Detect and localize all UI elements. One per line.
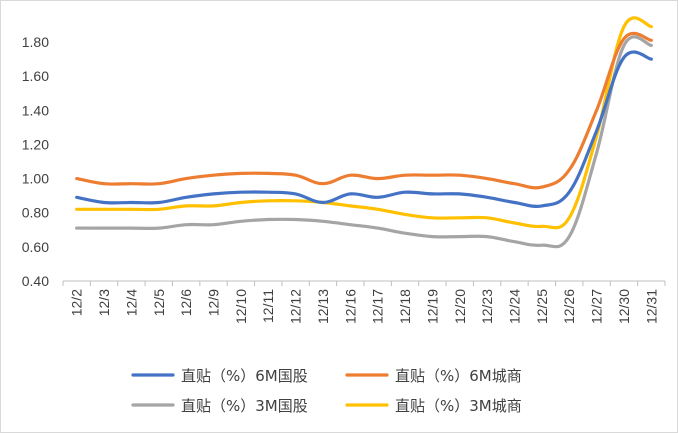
x-axis-ticks: 12/2 12/3 12/4 12/5 12/6 12/9 12/10 12/11 12/12 1… (69, 289, 660, 324)
legend-item: 直贴（%）3M城商 (345, 397, 522, 415)
x-tick-label: 12/25 (534, 289, 550, 324)
series-line-2 (75, 31, 653, 190)
y-tick-label: 1.40 (22, 102, 49, 118)
legend-item: 直贴（%）6M国股 (131, 367, 308, 385)
legend-item: 直贴（%）3M国股 (131, 397, 308, 415)
x-tick-label: 12/16 (342, 289, 358, 324)
x-tick-label: 12/26 (561, 289, 577, 324)
y-axis-ticks: 0.40 0.60 0.80 1.00 1.20 1.40 1.60 1.80 (22, 34, 49, 289)
x-tick-label: 12/27 (589, 289, 605, 324)
x-tick-label: 12/9 (206, 289, 222, 316)
legend-label: 直贴（%）3M国股 (181, 397, 308, 415)
x-tick-label: 12/11 (260, 289, 276, 323)
x-tick-label: 12/5 (151, 289, 167, 316)
series-lines (75, 16, 653, 249)
x-tick-label: 12/3 (96, 289, 112, 316)
x-tick-label: 12/23 (479, 289, 495, 324)
legend-label: 直贴（%）6M城商 (395, 367, 522, 385)
series-line-4 (75, 16, 653, 230)
x-tick-label: 12/17 (370, 289, 386, 324)
legend-label: 直贴（%）3M城商 (395, 397, 522, 415)
x-tick-label: 12/30 (616, 289, 632, 324)
x-tick-label: 12/18 (397, 289, 413, 324)
x-tick-label: 12/24 (507, 289, 523, 324)
x-tick-label: 12/31 (643, 289, 659, 324)
x-axis (62, 280, 666, 286)
legend-label: 直贴（%）6M国股 (181, 367, 308, 385)
x-tick-label: 12/19 (424, 289, 440, 324)
y-tick-label: 1.20 (22, 136, 49, 152)
y-tick-label: 0.60 (22, 239, 49, 255)
legend-item: 直贴（%）6M城商 (345, 367, 522, 385)
y-tick-label: 1.80 (22, 34, 49, 50)
y-tick-label: 1.00 (22, 171, 49, 187)
x-tick-label: 12/6 (178, 289, 194, 316)
x-tick-label: 12/12 (288, 289, 304, 324)
series-line-3 (75, 35, 653, 249)
x-tick-label: 12/13 (315, 289, 331, 324)
y-tick-label: 0.40 (22, 273, 49, 289)
y-tick-label: 1.60 (22, 68, 49, 84)
x-tick-label: 12/20 (452, 289, 468, 324)
x-tick-label: 12/4 (123, 289, 139, 316)
y-tick-label: 0.80 (22, 205, 49, 221)
x-tick-label: 12/2 (69, 289, 85, 316)
series-line-1 (75, 50, 653, 208)
x-tick-label: 12/10 (233, 289, 249, 324)
